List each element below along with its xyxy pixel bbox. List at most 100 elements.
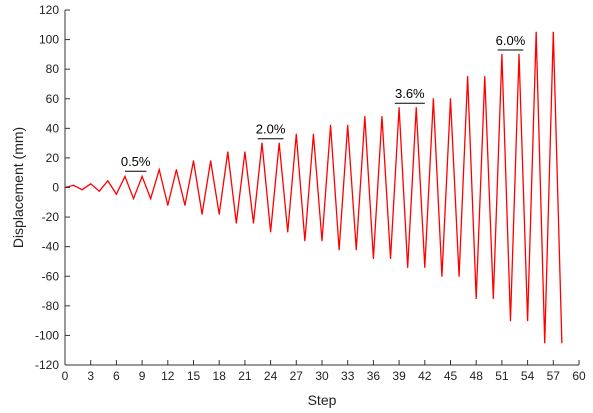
series-layer [64, 31, 563, 344]
x-tick-label: 57 [547, 369, 561, 383]
data-point [475, 297, 477, 300]
data-point [184, 204, 186, 206]
data-point [175, 169, 177, 171]
annotation-label: 3.6% [395, 86, 425, 101]
data-point [424, 266, 426, 268]
annotation-label: 2.0% [256, 122, 286, 137]
data-point [158, 169, 160, 171]
data-point [150, 197, 152, 200]
x-tick-label: 48 [470, 369, 484, 383]
data-point [124, 175, 126, 178]
data-point [338, 249, 340, 251]
data-point [141, 175, 143, 178]
data-point [278, 142, 280, 144]
annotation-label: 6.0% [496, 33, 526, 48]
y-axis-title: Displacement (mm) [10, 127, 26, 248]
data-point [441, 275, 443, 277]
data-point [218, 213, 220, 215]
x-axis-title: Step [308, 392, 337, 408]
x-tick-label: 12 [161, 369, 175, 383]
data-point [167, 204, 169, 206]
x-tick-label: 24 [264, 369, 278, 383]
data-point [544, 342, 546, 344]
data-point [552, 31, 554, 33]
data-point [484, 75, 486, 78]
y-tick-label: 100 [39, 33, 59, 47]
data-point [467, 75, 469, 78]
data-point [501, 53, 503, 55]
data-point [98, 190, 100, 192]
data-point [509, 320, 512, 322]
data-point [381, 115, 383, 118]
data-point [132, 197, 135, 200]
data-point [252, 222, 255, 224]
y-tick-label: 40 [46, 121, 60, 135]
x-tick-label: 39 [392, 369, 406, 383]
x-tick-label: 51 [495, 369, 509, 383]
x-tick-label: 0 [62, 369, 69, 383]
data-point [415, 107, 417, 109]
data-point [227, 151, 229, 153]
data-point [407, 266, 409, 268]
data-point [518, 53, 520, 55]
data-point [449, 98, 452, 100]
data-point [398, 107, 400, 109]
data-point [458, 275, 460, 277]
axes-layer: 0 3 6 9 12 15 18 21 24 27 30 33 36 39 42 45 48 51 54 57 60-1… [35, 3, 586, 383]
data-point [329, 124, 332, 126]
data-point [561, 342, 563, 344]
x-tick-label: 54 [521, 369, 535, 383]
x-tick-label: 60 [572, 369, 586, 383]
data-point [90, 183, 92, 185]
data-point [492, 297, 494, 300]
y-tick-label: -20 [42, 210, 60, 224]
annotation-layer: 0.5% 2.0% 3.6% 6.0% [121, 33, 526, 172]
x-tick-label: 3 [87, 369, 94, 383]
data-point [312, 133, 315, 135]
data-point [372, 257, 374, 260]
annotation-label: 0.5% [121, 154, 151, 169]
data-point [389, 257, 392, 260]
data-point [270, 231, 272, 233]
y-tick-label: -100 [35, 328, 59, 342]
data-point [364, 115, 366, 118]
x-tick-label: 30 [315, 369, 329, 383]
x-tick-label: 18 [213, 369, 227, 383]
data-point [295, 133, 297, 135]
data-point [81, 189, 83, 191]
x-tick-label: 15 [187, 369, 201, 383]
data-point [115, 193, 117, 195]
x-tick-label: 36 [367, 369, 381, 383]
data-point [355, 249, 357, 251]
y-tick-label: 60 [46, 92, 60, 106]
x-tick-label: 21 [238, 369, 252, 383]
y-tick-label: -120 [35, 358, 59, 372]
data-point [527, 320, 529, 322]
y-tick-label: -80 [42, 299, 60, 313]
data-point [261, 142, 263, 144]
x-tick-label: 6 [113, 369, 120, 383]
data-point [107, 180, 109, 182]
data-point [201, 213, 203, 215]
y-tick-label: -40 [42, 240, 60, 254]
data-point [287, 231, 289, 233]
data-point [432, 98, 434, 100]
x-tick-label: 45 [444, 369, 458, 383]
data-point [321, 240, 323, 242]
data-point [210, 160, 212, 162]
data-point [235, 222, 237, 224]
y-tick-label: 120 [39, 3, 59, 17]
data-point [535, 31, 537, 33]
data-point [304, 240, 306, 242]
data-point [72, 184, 75, 186]
y-tick-label: 0 [52, 181, 59, 195]
y-tick-label: 20 [46, 151, 60, 165]
data-point [192, 160, 195, 162]
x-tick-label: 9 [139, 369, 146, 383]
x-tick-label: 33 [341, 369, 355, 383]
x-tick-label: 42 [418, 369, 432, 383]
y-tick-label: -60 [42, 269, 60, 283]
data-point [244, 151, 246, 153]
y-tick-label: 80 [46, 62, 60, 76]
